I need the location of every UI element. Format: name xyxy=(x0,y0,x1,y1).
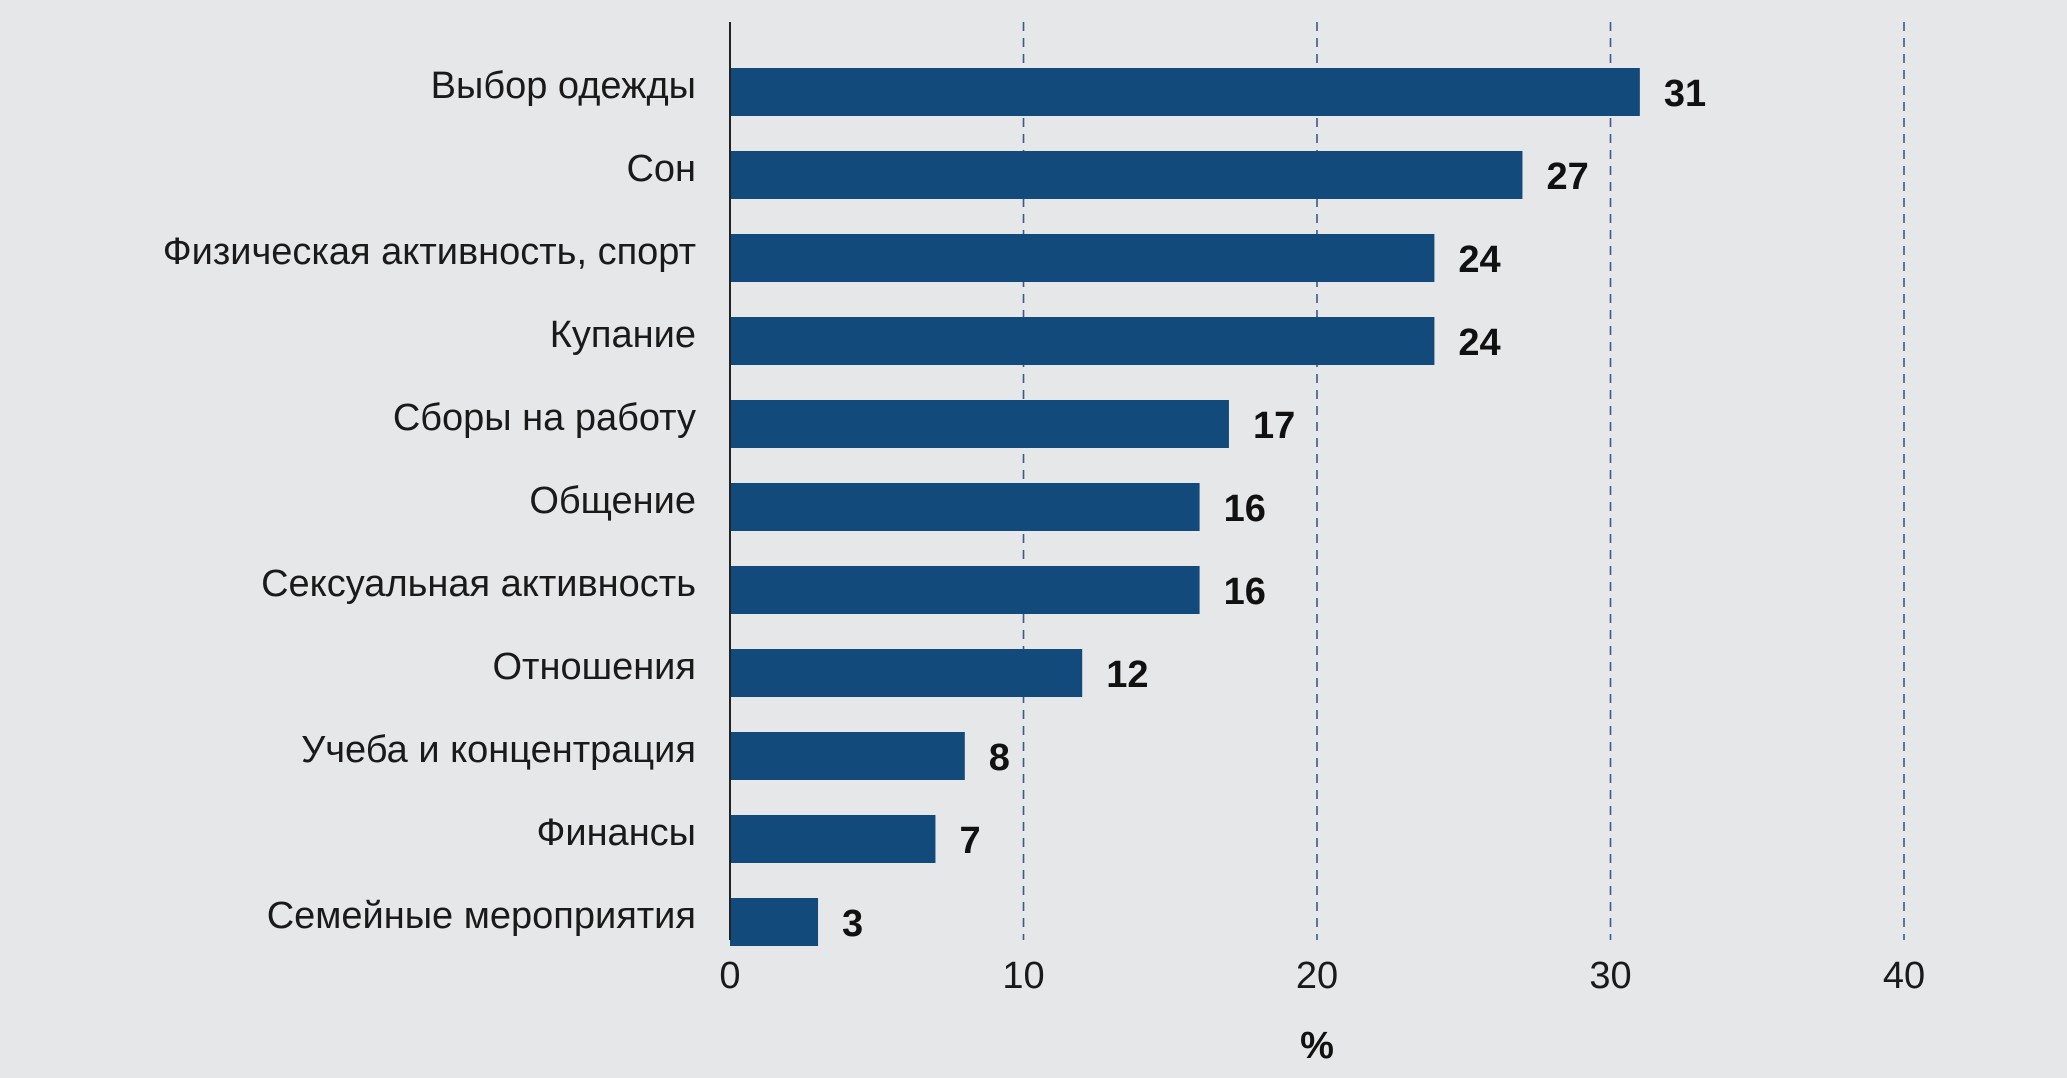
bar-0 xyxy=(730,68,1640,116)
bar-6 xyxy=(730,566,1200,614)
x-tick-label: 20 xyxy=(1296,955,1338,997)
value-label: 12 xyxy=(1106,654,1148,696)
bar-1 xyxy=(730,151,1523,199)
category-label: Сексуальная активность xyxy=(261,563,696,605)
category-label: Купание xyxy=(550,314,696,356)
value-label: 16 xyxy=(1224,488,1266,530)
category-label: Отношения xyxy=(493,646,697,688)
category-label: Семейные мероприятия xyxy=(267,895,696,937)
bar-5 xyxy=(730,483,1200,531)
x-tick-label: 30 xyxy=(1589,955,1631,997)
value-label: 27 xyxy=(1546,156,1588,198)
value-label: 17 xyxy=(1253,405,1295,447)
bar-8 xyxy=(730,732,965,780)
bar-4 xyxy=(730,400,1229,448)
category-label: Физическая активность, спорт xyxy=(163,231,696,273)
x-tick-label: 40 xyxy=(1883,955,1925,997)
x-tick-label: 10 xyxy=(1002,955,1044,997)
value-label: 31 xyxy=(1664,73,1706,115)
value-label: 24 xyxy=(1458,239,1500,281)
value-label: 24 xyxy=(1458,322,1500,364)
value-label: 7 xyxy=(959,820,980,862)
value-label: 8 xyxy=(989,737,1010,779)
bars xyxy=(730,68,1640,946)
bar-7 xyxy=(730,649,1083,697)
bar-3 xyxy=(730,317,1435,365)
bar-9 xyxy=(730,815,936,863)
value-label: 16 xyxy=(1224,571,1266,613)
category-label: Общение xyxy=(529,480,696,522)
category-label: Сборы на работу xyxy=(393,397,696,439)
category-label: Финансы xyxy=(536,812,696,854)
x-tick-labels: 0 10 20 30 40 xyxy=(719,955,1925,997)
category-label: Учеба и концентрация xyxy=(301,729,696,771)
category-label: Выбор одежды xyxy=(431,65,696,107)
x-tick-label: 0 xyxy=(719,955,740,997)
value-labels: 31 27 24 24 17 16 16 12 87 3 xyxy=(842,73,1706,945)
bar-10 xyxy=(730,898,819,946)
x-axis-title: % xyxy=(1300,1025,1334,1067)
value-label: 3 xyxy=(842,903,863,945)
category-label: Сон xyxy=(626,148,696,190)
category-labels: Выбор одежды Сон Физическая активность, сп… xyxy=(163,65,696,937)
bar-2 xyxy=(730,234,1435,282)
